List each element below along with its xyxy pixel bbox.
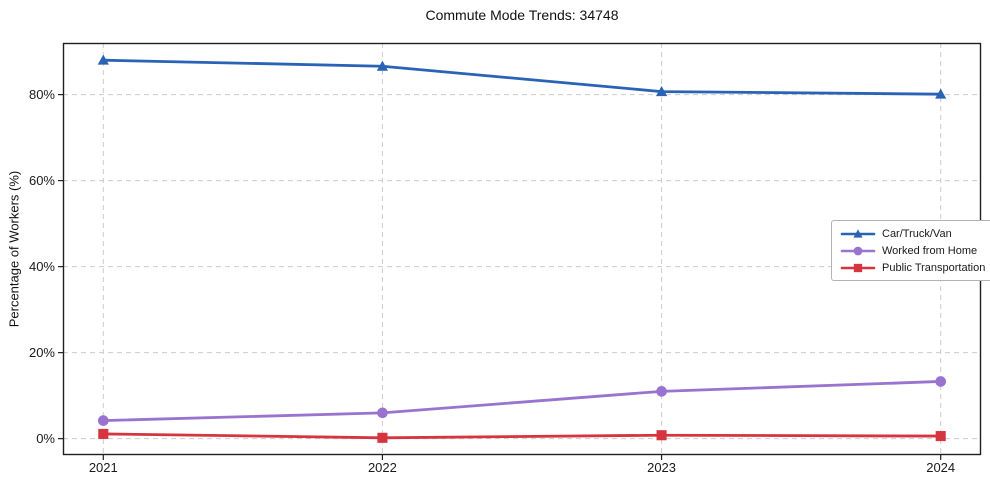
legend-label: Car/Truck/Van <box>882 227 952 240</box>
circle-marker-icon <box>656 386 667 397</box>
x-tick-label: 2024 <box>926 460 956 475</box>
y-axis-label: Percentage of Workers (%) <box>6 170 22 328</box>
y-tick-label: 20% <box>28 344 55 360</box>
series-line-worked-from-home <box>101 380 943 422</box>
square-marker-icon <box>853 263 863 272</box>
triangle-marker-icon <box>97 54 109 65</box>
x-tick-label: 2022 <box>367 460 397 475</box>
square-marker-icon <box>377 432 388 443</box>
y-tick-label: 60% <box>28 172 55 188</box>
triangle-marker-icon <box>935 88 947 99</box>
circle-marker-icon <box>377 407 388 419</box>
triangle-marker-icon <box>376 60 389 71</box>
legend-circle-sample-icon <box>840 246 876 255</box>
circle-marker-icon <box>853 246 863 255</box>
legend: Car/Truck/Van Worked from Home Public Tran… <box>831 220 990 281</box>
chart-title: Commute Mode Trends: 34748 <box>425 7 619 23</box>
square-marker-icon <box>656 430 667 441</box>
plot-area <box>58 42 982 460</box>
circle-marker-icon <box>935 376 947 387</box>
legend-entry-car-truck-van: Car/Truck/Van <box>840 226 985 241</box>
square-marker-icon <box>98 428 109 439</box>
square-marker-icon <box>935 431 946 442</box>
legend-label: Public Transportation <box>882 261 986 274</box>
legend-triangle-sample-icon <box>840 228 876 238</box>
x-tick-label: 2021 <box>88 460 118 475</box>
y-tick-label: 0% <box>36 430 55 446</box>
y-tick-label: 80% <box>28 86 55 102</box>
x-tick-label: 2023 <box>647 460 677 475</box>
legend-entry-public-transportation: Public Transportation <box>840 260 985 275</box>
series-line-car-truck-van <box>101 58 943 96</box>
legend-label: Worked from Home <box>882 244 978 257</box>
triangle-marker-icon <box>655 85 668 97</box>
y-tick-label: 40% <box>28 258 55 274</box>
series-line-public-transportation <box>101 432 943 440</box>
legend-entry-worked-from-home: Worked from Home <box>840 243 985 258</box>
triangle-marker-icon <box>853 228 863 238</box>
legend-square-sample-icon <box>840 263 876 272</box>
circle-marker-icon <box>97 415 109 426</box>
